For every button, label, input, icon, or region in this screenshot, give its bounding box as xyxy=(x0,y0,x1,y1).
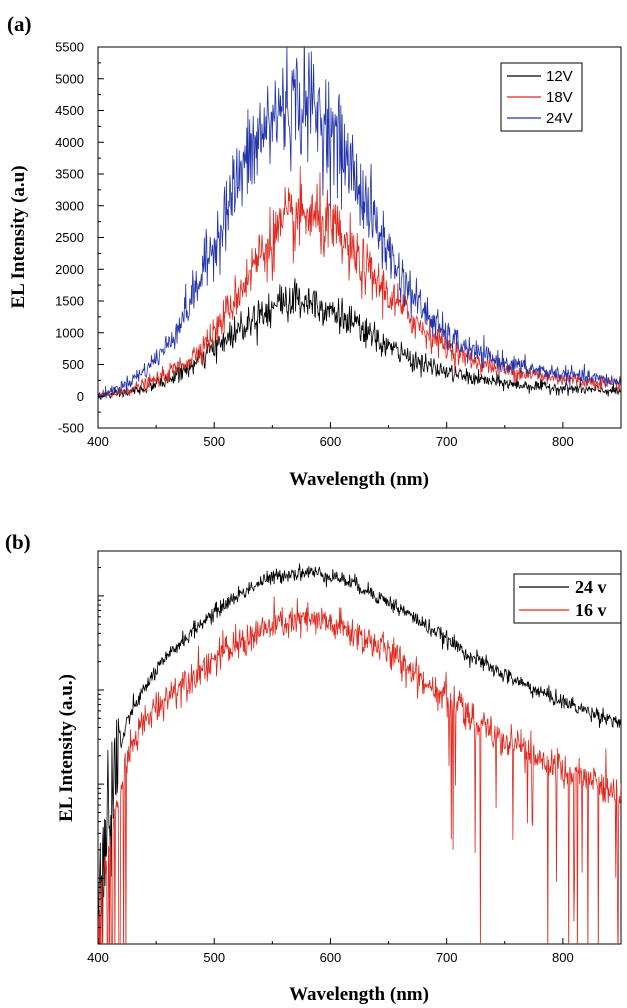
panel-b-x-axis-label: Wavelength (nm) xyxy=(289,984,429,1005)
legend-label-12v: 12V xyxy=(546,68,573,85)
y-tick-label: 5500 xyxy=(55,40,84,55)
x-tick-label: 600 xyxy=(320,950,342,965)
x-tick-label: 700 xyxy=(436,434,458,449)
legend-label-16v-b: 16 v xyxy=(575,600,607,620)
x-tick-label: 500 xyxy=(203,950,225,965)
y-tick-label: 4000 xyxy=(55,135,84,150)
series-line-12v xyxy=(98,278,621,401)
panel-a-x-axis-label: Wavelength (nm) xyxy=(289,469,429,490)
y-tick-label: -500 xyxy=(58,421,84,436)
panel-a-label: (a) xyxy=(7,12,32,36)
y-tick-label: 3500 xyxy=(55,167,84,182)
panel-b-label: (b) xyxy=(5,530,31,554)
x-tick-label: 400 xyxy=(87,950,109,965)
x-tick-label: 800 xyxy=(552,950,574,965)
series-line-24v xyxy=(98,563,621,944)
series-line-16v xyxy=(98,596,621,944)
x-tick-label: 700 xyxy=(436,950,458,965)
panel-b-y-axis-label: EL Intensity (a.u.) xyxy=(56,674,77,822)
panel-b-plot-frame xyxy=(97,550,622,945)
x-tick-label: 400 xyxy=(87,434,109,449)
y-tick-label: 3000 xyxy=(55,198,84,213)
x-tick-label: 500 xyxy=(203,434,225,449)
x-tick-label: 600 xyxy=(320,434,342,449)
panel-b-legend: 24 v 16 v xyxy=(513,573,622,624)
y-tick-label: 500 xyxy=(62,357,84,372)
y-tick-label: 1500 xyxy=(55,294,84,309)
panel-a: (a) 400 500 600 700 800 -500 0 500 1000 1500 2000… xyxy=(7,12,622,490)
x-tick-label: 800 xyxy=(552,434,574,449)
panel-a-y-axis: -500 0 500 1000 1500 2000 2500 3000 3500 4000 4500… xyxy=(55,40,104,436)
panel-b-x-axis: 400 500 600 700 800 xyxy=(87,938,622,965)
panel-a-series-lines xyxy=(98,47,621,401)
panel-b-legend-box xyxy=(513,573,622,624)
y-tick-label: 2000 xyxy=(55,262,84,277)
panel-a-x-axis: 400 500 600 700 800 xyxy=(87,422,622,449)
panel-a-legend: 12V 18V 24V xyxy=(500,62,583,132)
panel-a-y-axis-label: EL Intensity (a.u) xyxy=(8,165,29,308)
y-tick-label: 5000 xyxy=(55,71,84,86)
y-tick-label: 2500 xyxy=(55,230,84,245)
panel-b-y-axis xyxy=(98,550,104,945)
legend-label-24v: 24V xyxy=(546,110,573,127)
series-line-24v xyxy=(98,47,621,399)
y-tick-label: 4500 xyxy=(55,103,84,118)
y-tick-label: 0 xyxy=(77,389,84,404)
legend-label-24v-b: 24 v xyxy=(575,577,607,597)
legend-label-18v: 18V xyxy=(546,89,573,106)
panel-b-series-lines xyxy=(98,563,621,944)
panel-b: (b) 400 500 600 700 800 Wavelength (nm) EL I… xyxy=(5,530,622,1005)
y-tick-label: 1000 xyxy=(55,325,84,340)
